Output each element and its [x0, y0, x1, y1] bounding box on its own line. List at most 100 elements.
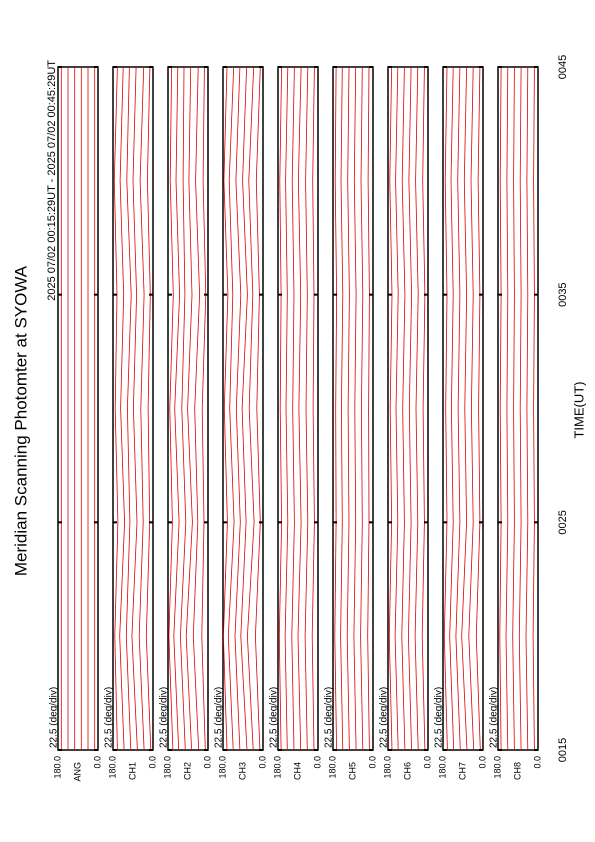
scale-annotation: 22.5 (deg/div) [214, 687, 225, 748]
panel-frame [167, 66, 209, 751]
channel-label: CH5 [347, 762, 357, 780]
channel-label: CH1 [127, 762, 137, 780]
trace [421, 66, 426, 751]
x-tick-label: 0025 [557, 510, 569, 534]
scale-annotation: 22.5 (deg/div) [379, 687, 390, 748]
channel-label: CH4 [292, 762, 302, 780]
channel-label: CH6 [402, 762, 412, 780]
y-tick-label: 0.0 [367, 756, 377, 769]
channel-label: ANG [72, 762, 82, 782]
y-tick-label: 0.0 [257, 756, 267, 769]
channel-label: CH2 [182, 762, 192, 780]
channel-label: CH7 [457, 762, 467, 780]
panel-frame [442, 66, 484, 751]
x-tick-label: 0045 [557, 55, 569, 79]
trace [443, 66, 448, 751]
trace [505, 66, 509, 751]
x-axis-label: TIME(UT) [571, 381, 586, 438]
trace [227, 66, 235, 751]
panel-frame [387, 66, 429, 751]
trace [340, 66, 344, 751]
trace [113, 66, 119, 751]
channel-label: CH3 [237, 762, 247, 780]
scale-annotation: 22.5 (deg/div) [434, 687, 445, 748]
trace [532, 66, 535, 751]
scale-annotation: 22.5 (deg/div) [489, 687, 500, 748]
panel-frame [57, 66, 99, 751]
y-tick-label: 0.0 [532, 756, 542, 769]
panel-frame [497, 66, 539, 751]
y-tick-label: 180.0 [492, 756, 502, 779]
trace [119, 66, 126, 751]
scale-annotation: 22.5 (deg/div) [104, 687, 115, 748]
scale-annotation: 22.5 (deg/div) [159, 687, 170, 748]
y-tick-label: 180.0 [162, 756, 172, 779]
scale-annotation: 22.5 (deg/div) [324, 687, 335, 748]
y-tick-label: 0.0 [422, 756, 432, 769]
trace [353, 66, 357, 751]
trace [468, 66, 475, 751]
trace [131, 66, 138, 751]
trace [284, 66, 289, 751]
trace [360, 66, 364, 751]
trace [334, 66, 338, 751]
rotated-chart: Meridian Scanning Photomter at SYOWA 202… [11, 55, 586, 782]
scale-annotation: 22.5 (deg/div) [269, 687, 280, 748]
chart-subtitle: 2025 07/02 00:15:29UT - 2025 07/02 00:45… [46, 60, 58, 301]
trace [311, 66, 315, 751]
trace [222, 66, 229, 751]
trace [512, 66, 515, 751]
trace [173, 66, 181, 751]
y-tick-label: 0.0 [202, 756, 212, 769]
trace [518, 66, 522, 751]
chart-title: Meridian Scanning Photomter at SYOWA [11, 265, 30, 576]
y-tick-label: 0.0 [477, 756, 487, 769]
y-tick-label: 180.0 [217, 756, 227, 779]
y-tick-label: 0.0 [92, 756, 102, 769]
trace [414, 66, 419, 751]
trace [192, 66, 201, 751]
y-tick-label: 180.0 [382, 756, 392, 779]
trace [455, 66, 461, 751]
trace [291, 66, 295, 751]
trace [461, 66, 468, 751]
trace [475, 66, 481, 751]
trace [185, 66, 193, 751]
trace [304, 66, 309, 751]
y-tick-label: 180.0 [327, 756, 337, 779]
channel-label: CH8 [512, 762, 522, 780]
panel-frame [332, 66, 374, 751]
trace [234, 66, 242, 751]
trace [138, 66, 145, 751]
trace [394, 66, 399, 751]
trace [246, 66, 255, 751]
y-tick-label: 0.0 [147, 756, 157, 769]
trace [388, 66, 393, 751]
trace [401, 66, 406, 751]
trace [449, 66, 455, 751]
trace [125, 66, 132, 751]
trace [179, 66, 187, 751]
x-tick-label: 0015 [557, 738, 569, 762]
trace [499, 66, 502, 751]
trace [201, 66, 207, 751]
trace [278, 66, 283, 751]
trace [367, 66, 370, 751]
panel-frame [112, 66, 154, 751]
panel-frame [222, 66, 264, 751]
y-tick-label: 180.0 [107, 756, 117, 779]
panel-frame [277, 66, 319, 751]
trace [346, 66, 350, 751]
y-tick-label: 180.0 [52, 756, 62, 779]
y-tick-label: 0.0 [312, 756, 322, 769]
x-tick-label: 0035 [557, 282, 569, 306]
y-tick-label: 180.0 [437, 756, 447, 779]
trace [145, 66, 152, 751]
trace [407, 66, 413, 751]
trace [168, 66, 174, 751]
trace [240, 66, 248, 751]
trace [297, 66, 302, 751]
scale-annotation: 22.5 (deg/div) [49, 687, 60, 748]
